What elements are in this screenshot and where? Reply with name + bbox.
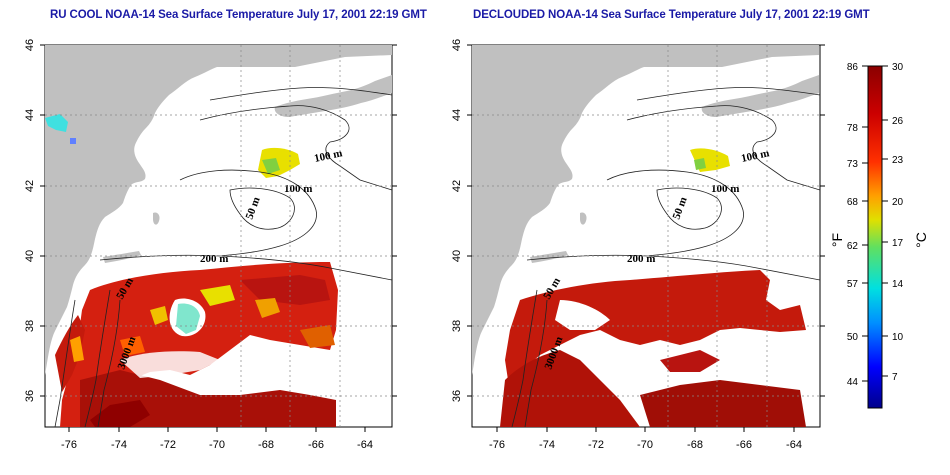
colorbar-c-tick: 10 xyxy=(892,332,904,343)
colorbar-f-tick: 78 xyxy=(847,123,859,134)
left-ytick: 42 xyxy=(24,180,36,192)
left-xtick: -66 xyxy=(308,439,324,451)
right-xtick: -66 xyxy=(736,439,752,451)
right-xtick: -76 xyxy=(489,439,505,451)
left-contour-label-200m: 200 m xyxy=(200,253,228,265)
right-ytick: 44 xyxy=(451,109,463,121)
right-sst-field xyxy=(500,148,806,427)
right-xtick: -70 xyxy=(637,439,653,451)
colorbar-c-tick: 14 xyxy=(892,279,904,290)
colorbar-unit-c: °C xyxy=(913,232,929,248)
colorbar-f-tick: 73 xyxy=(847,159,859,170)
right-xtick: -68 xyxy=(687,439,703,451)
colorbar-f-tick: 44 xyxy=(847,377,859,388)
colorbar-f-tick: 57 xyxy=(847,279,859,290)
left-xtick: -64 xyxy=(357,439,373,451)
right-ytick: 40 xyxy=(451,250,463,262)
left-ytick: 40 xyxy=(24,250,36,262)
right-ytick: 36 xyxy=(451,390,463,402)
colorbar-c-tick: 23 xyxy=(892,155,904,166)
colorbar-ticks xyxy=(862,65,888,382)
left-ytick: 46 xyxy=(24,39,36,51)
colorbar-gradient xyxy=(867,65,883,409)
right-grid xyxy=(472,45,820,427)
right-map: 100 m 100 m 50 m 200 m 50 m 3000 m -76 -… xyxy=(451,39,825,451)
colorbar-c-tick: 7 xyxy=(892,372,898,383)
colorbar: 86 78 73 68 62 57 50 44 30 26 23 20 17 1… xyxy=(829,62,929,409)
left-ticks xyxy=(40,44,397,432)
right-ticks xyxy=(467,44,825,432)
colorbar-c-tick: 30 xyxy=(892,62,904,73)
right-ytick: 38 xyxy=(451,320,463,332)
left-sst-field xyxy=(45,114,338,427)
colorbar-f-tick: 68 xyxy=(847,197,859,208)
right-contour-label-100m-a: 100 m xyxy=(740,147,770,165)
right-map-title: DECLOUDED NOAA-14 Sea Surface Temperatur… xyxy=(473,9,870,21)
colorbar-f-tick: 86 xyxy=(847,62,859,73)
left-xtick: -74 xyxy=(111,439,127,451)
colorbar-f-tick: 62 xyxy=(847,241,859,252)
left-xtick: -68 xyxy=(258,439,274,451)
left-xtick: -72 xyxy=(160,439,176,451)
right-contour-label-200m: 200 m xyxy=(627,253,655,265)
colorbar-c-tick: 20 xyxy=(892,197,904,208)
left-map: 100 m 100 m 50 m 200 m 50 m 3000 m -76 -… xyxy=(24,39,397,451)
left-ytick: 38 xyxy=(24,320,36,332)
left-contour-label-100m-b: 100 m xyxy=(284,183,312,195)
left-map-title: RU COOL NOAA-14 Sea Surface Temperature … xyxy=(50,9,427,21)
colorbar-c-tick: 26 xyxy=(892,116,904,127)
colorbar-c-tick: 17 xyxy=(892,238,904,249)
colorbar-unit-f: °F xyxy=(829,233,845,247)
left-ytick: 44 xyxy=(24,109,36,121)
right-xtick: -64 xyxy=(786,439,802,451)
left-xtick: -70 xyxy=(209,439,225,451)
right-ytick: 42 xyxy=(451,180,463,192)
right-contour-label-100m-b: 100 m xyxy=(711,183,739,195)
right-xtick: -72 xyxy=(588,439,604,451)
left-grid xyxy=(45,45,392,427)
colorbar-f-tick: 50 xyxy=(847,332,859,343)
left-ytick: 36 xyxy=(24,390,36,402)
right-xtick: -74 xyxy=(539,439,555,451)
left-contour-label-100m-a: 100 m xyxy=(313,147,343,165)
right-ytick: 46 xyxy=(451,39,463,51)
left-xtick: -76 xyxy=(61,439,77,451)
